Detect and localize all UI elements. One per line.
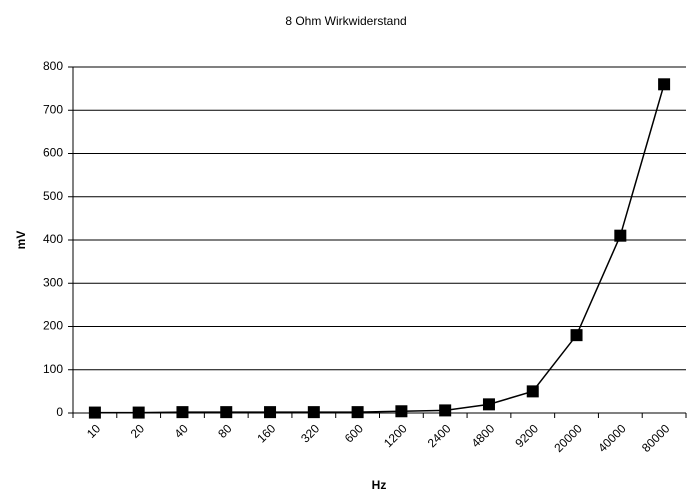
x-tick-label: 80000: [639, 421, 673, 455]
marker: [439, 404, 452, 417]
y-tick-label: 800: [43, 59, 63, 73]
x-tick-label: 80: [215, 421, 235, 441]
x-tick-label: 20: [128, 421, 148, 441]
x-tick-label: 40: [171, 421, 191, 441]
x-tick-label: 160: [254, 421, 278, 445]
marker: [526, 385, 539, 398]
marker: [132, 406, 145, 419]
marker: [395, 405, 408, 418]
x-tick-label: 4800: [469, 421, 498, 450]
y-tick-label: 0: [56, 405, 63, 419]
marker: [570, 329, 583, 342]
x-tick-label: 600: [342, 421, 366, 445]
marker: [176, 406, 189, 419]
y-tick-label: 300: [43, 275, 63, 289]
x-tick-label: 9200: [512, 421, 541, 450]
marker: [307, 406, 320, 419]
y-tick-label: 600: [43, 146, 63, 160]
marker: [264, 406, 277, 419]
x-tick-label: 10: [84, 421, 104, 441]
chart-title: 8 Ohm Wirkwiderstand: [285, 14, 406, 28]
x-tick-label: 1200: [381, 421, 410, 450]
marker: [220, 406, 233, 419]
marker: [351, 406, 364, 419]
y-tick-label: 400: [43, 232, 63, 246]
x-tick-label: 320: [298, 421, 322, 445]
y-tick-label: 700: [43, 102, 63, 116]
x-tick-label: 20000: [551, 421, 585, 455]
marker: [658, 78, 671, 91]
y-axis-label: mV: [14, 231, 28, 250]
x-tick-label: 40000: [595, 421, 629, 455]
x-axis-label: Hz: [372, 478, 387, 492]
y-tick-label: 200: [43, 319, 63, 333]
y-tick-label: 500: [43, 189, 63, 203]
x-tick-label: 2400: [425, 421, 454, 450]
line: [94, 84, 665, 414]
y-tick-label: 100: [43, 362, 63, 376]
marker: [482, 398, 495, 411]
marker: [614, 229, 627, 242]
marker: [88, 406, 101, 419]
